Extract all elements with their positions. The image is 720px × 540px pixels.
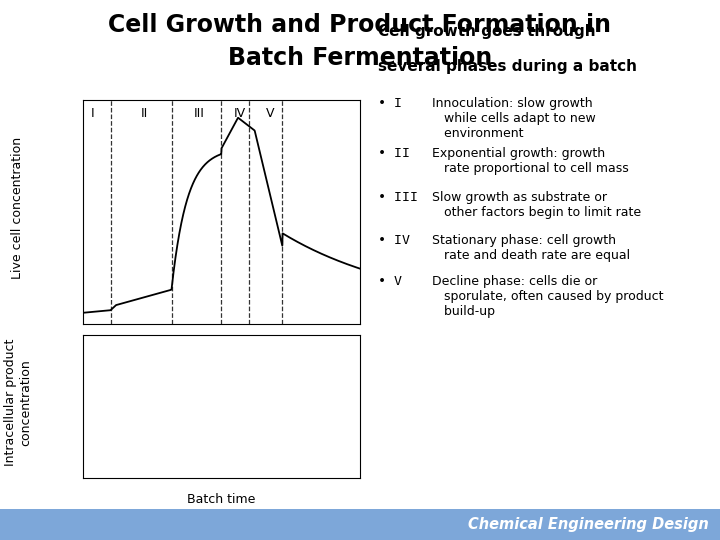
Text: Batch time: Batch time (187, 493, 255, 506)
Text: Stationary phase: cell growth
   rate and death rate are equal: Stationary phase: cell growth rate and d… (432, 234, 630, 262)
Text: • IV: • IV (378, 234, 410, 247)
Text: IV: IV (234, 106, 246, 120)
Text: II: II (141, 106, 148, 120)
Text: Slow growth as substrate or
   other factors begin to limit rate: Slow growth as substrate or other factor… (432, 191, 641, 219)
Text: III: III (194, 106, 204, 120)
Text: Intracellular product
concentration: Intracellular product concentration (4, 339, 32, 466)
Text: Cell Growth and Product Formation in: Cell Growth and Product Formation in (109, 14, 611, 37)
Text: • II: • II (378, 147, 410, 160)
Text: Batch Fermentation: Batch Fermentation (228, 46, 492, 70)
Text: Exponential growth: growth
   rate proportional to cell mass: Exponential growth: growth rate proporti… (432, 147, 629, 175)
Text: Live cell concentration: Live cell concentration (12, 137, 24, 279)
Text: several phases during a batch: several phases during a batch (378, 59, 637, 75)
Text: Decline phase: cells die or
   sporulate, often caused by product
   build-up: Decline phase: cells die or sporulate, o… (432, 275, 664, 319)
Text: • V: • V (378, 275, 402, 288)
Text: • III: • III (378, 191, 418, 204)
Text: V: V (266, 106, 274, 120)
Text: I: I (91, 106, 95, 120)
Text: Chemical Engineering Design: Chemical Engineering Design (469, 517, 709, 532)
Text: • I: • I (378, 97, 402, 110)
Text: Cell growth goes through: Cell growth goes through (378, 24, 595, 39)
Text: Innoculation: slow growth
   while cells adapt to new
   environment: Innoculation: slow growth while cells ad… (432, 97, 595, 140)
